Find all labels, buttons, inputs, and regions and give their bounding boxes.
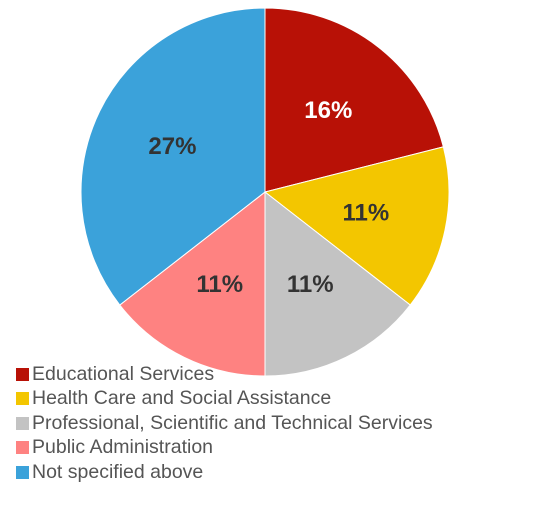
legend-swatch [16,441,29,455]
pie-slice-health-care-and-social-assistance [263,146,450,306]
slice-label-professional-scientific-and-technical-services: 11% [287,271,334,298]
pie-slice-public-administration [119,190,266,377]
pie-slice-educational-services [264,7,444,193]
slice-label-not-specified-above: 27% [148,133,196,160]
slice-label-public-administration: 11% [196,271,243,298]
legend-item-health-care-and-social-assistance: Health Care and Social Assistance [16,387,433,412]
legend-item-professional-scientific-and-technical-services: Professional, Scientific and Technical S… [16,411,433,436]
pie-slice-labels: 16% 11% 11% 11% 27% [148,97,389,298]
legend-label: Not specified above [32,460,204,483]
legend-label: Public Administration [32,436,214,459]
legend-label: Educational Services [32,362,215,385]
legend-label: Professional, Scientific and Technical S… [32,411,433,434]
chart-legend: Educational Services Health Care and Soci… [16,362,433,485]
legend-swatch [16,367,29,381]
legend-label: Health Care and Social Assistance [32,387,332,410]
legend-swatch [16,392,29,406]
pie-slice-not-specified-above [80,7,266,306]
pie-slices [80,7,450,377]
legend-swatch [16,416,29,430]
legend-item-public-administration: Public Administration [16,436,433,461]
slice-label-educational-services: 16% [304,97,352,124]
pie-slice-professional-scientific-and-technical-services [264,190,411,377]
slice-label-health-care-and-social-assistance: 11% [342,200,389,227]
legend-item-not-specified-above: Not specified above [16,460,433,485]
pie-chart: 16% 11% 11% 11% 27% [80,7,450,377]
legend-swatch [16,465,29,479]
legend-item-educational-services: Educational Services [16,362,433,387]
